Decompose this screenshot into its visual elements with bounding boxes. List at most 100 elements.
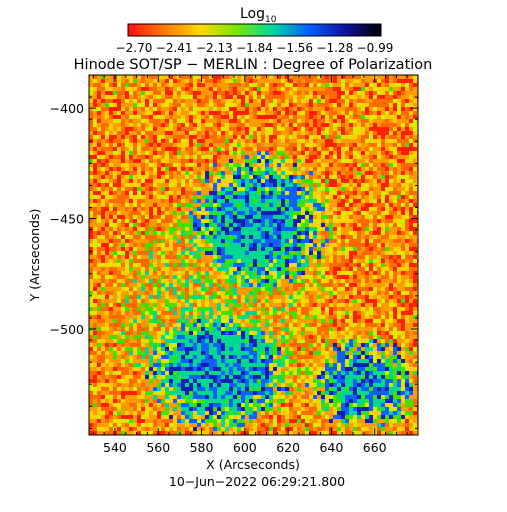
heatmap-cell <box>169 279 173 283</box>
heatmap-cell <box>389 175 393 179</box>
heatmap-cell <box>229 263 233 267</box>
heatmap-cell <box>229 247 233 251</box>
heatmap-cell <box>341 91 345 95</box>
heatmap-cell <box>217 235 221 239</box>
heatmap-cell <box>309 203 313 207</box>
heatmap-cell <box>245 87 249 91</box>
heatmap-cell <box>197 195 201 199</box>
heatmap-cell <box>125 159 129 163</box>
heatmap-cell <box>185 263 189 267</box>
heatmap-cell <box>409 179 413 183</box>
heatmap-cell <box>369 179 373 183</box>
heatmap-cell <box>129 279 133 283</box>
heatmap-cell <box>329 307 333 311</box>
heatmap-cell <box>337 267 341 271</box>
heatmap-cell <box>273 155 277 159</box>
heatmap-cell <box>229 119 233 123</box>
heatmap-cell <box>329 91 333 95</box>
heatmap-cell <box>317 227 321 231</box>
heatmap-cell <box>109 135 113 139</box>
heatmap-cell <box>221 239 225 243</box>
heatmap-cell <box>273 107 277 111</box>
heatmap-cell <box>233 139 237 143</box>
heatmap-cell <box>381 243 385 247</box>
heatmap-cell <box>373 267 377 271</box>
heatmap-cell <box>137 307 141 311</box>
heatmap-cell <box>145 179 149 183</box>
heatmap-cell <box>381 311 385 315</box>
heatmap-cell <box>241 91 245 95</box>
heatmap-cell <box>189 167 193 171</box>
heatmap-cell <box>293 223 297 227</box>
heatmap-cell <box>157 183 161 187</box>
heatmap-cell <box>357 91 361 95</box>
heatmap-cell <box>233 299 237 303</box>
heatmap-cell <box>193 247 197 251</box>
heatmap-cell <box>321 179 325 183</box>
heatmap-cell <box>257 239 261 243</box>
heatmap-cell <box>133 147 137 151</box>
heatmap-cell <box>309 243 313 247</box>
heatmap-cell <box>357 211 361 215</box>
heatmap-cell <box>353 155 357 159</box>
heatmap-cell <box>225 251 229 255</box>
heatmap-cell <box>149 203 153 207</box>
heatmap-cell <box>109 87 113 91</box>
heatmap-cell <box>301 267 305 271</box>
heatmap-cell <box>141 275 145 279</box>
heatmap-cell <box>389 275 393 279</box>
heatmap-cell <box>389 79 393 83</box>
heatmap-cell <box>157 227 161 231</box>
heatmap-cell <box>229 167 233 171</box>
heatmap-cell <box>365 99 369 103</box>
heatmap-cell <box>109 99 113 103</box>
heatmap-cell <box>269 155 273 159</box>
heatmap-cell <box>413 247 417 251</box>
heatmap-cell <box>265 135 269 139</box>
heatmap-cell <box>369 279 373 283</box>
heatmap-cell <box>101 131 105 135</box>
heatmap-cell <box>157 247 161 251</box>
heatmap-cell <box>261 179 265 183</box>
heatmap-cell <box>257 211 261 215</box>
heatmap-cell <box>177 311 181 315</box>
heatmap-cell <box>393 79 397 83</box>
heatmap-cell <box>265 231 269 235</box>
heatmap-cell <box>273 291 277 295</box>
heatmap-cell <box>97 235 101 239</box>
heatmap-cell <box>125 251 129 255</box>
heatmap-cell <box>361 231 365 235</box>
heatmap-cell <box>321 251 325 255</box>
heatmap-cell <box>245 155 249 159</box>
heatmap-cell <box>233 163 237 167</box>
heatmap-cell <box>373 259 377 263</box>
heatmap-cell <box>393 311 397 315</box>
heatmap-cell <box>377 311 381 315</box>
heatmap-cell <box>205 79 209 83</box>
heatmap-cell <box>145 295 149 299</box>
heatmap-cell <box>349 111 353 115</box>
heatmap-cell <box>401 199 405 203</box>
heatmap-cell <box>405 275 409 279</box>
heatmap-cell <box>269 211 273 215</box>
heatmap-cell <box>313 183 317 187</box>
heatmap-cell <box>333 299 337 303</box>
heatmap-cell <box>265 235 269 239</box>
heatmap-cell <box>181 155 185 159</box>
heatmap-cell <box>401 243 405 247</box>
heatmap-cell <box>389 191 393 195</box>
heatmap-cell <box>117 163 121 167</box>
heatmap-cell <box>201 303 205 307</box>
heatmap-cell <box>205 95 209 99</box>
heatmap-cell <box>397 159 401 163</box>
heatmap-cell <box>125 195 129 199</box>
heatmap-cell <box>389 87 393 91</box>
heatmap-cell <box>329 271 333 275</box>
heatmap-cell <box>229 87 233 91</box>
heatmap-cell <box>89 239 93 243</box>
heatmap-cell <box>281 231 285 235</box>
heatmap-cell <box>385 79 389 83</box>
heatmap-cell <box>137 139 141 143</box>
heatmap-cell <box>405 163 409 167</box>
heatmap-cell <box>257 95 261 99</box>
